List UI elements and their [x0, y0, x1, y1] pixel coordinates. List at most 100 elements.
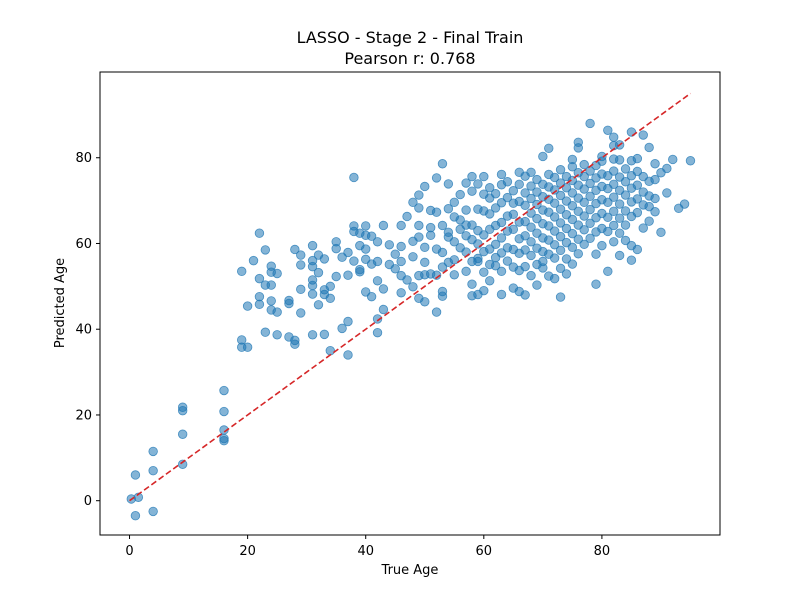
data-point	[549, 172, 560, 183]
data-point	[496, 233, 507, 243]
data-point	[555, 204, 566, 214]
data-point	[520, 245, 530, 255]
data-point	[349, 221, 359, 231]
data-point	[437, 159, 448, 169]
data-point	[414, 203, 424, 213]
data-point	[549, 240, 560, 250]
data-point	[544, 143, 554, 154]
data-point	[538, 151, 548, 162]
data-point	[455, 215, 465, 225]
data-point	[396, 256, 406, 267]
data-point	[378, 220, 389, 231]
data-point	[307, 330, 318, 340]
data-point	[307, 255, 318, 266]
data-point	[526, 181, 536, 191]
data-point	[325, 345, 335, 356]
data-point	[609, 192, 619, 202]
data-point	[396, 241, 406, 252]
data-point	[296, 250, 306, 260]
data-point	[520, 231, 530, 241]
data-point	[290, 244, 300, 255]
data-point	[520, 261, 530, 272]
data-point	[372, 256, 383, 267]
data-point	[644, 142, 654, 153]
data-point	[496, 289, 507, 300]
data-point	[425, 222, 436, 233]
data-point	[148, 506, 158, 517]
data-point	[591, 279, 601, 289]
data-point	[496, 248, 507, 258]
data-point	[467, 171, 477, 182]
data-point	[579, 225, 589, 235]
data-point	[437, 220, 448, 231]
data-point	[561, 254, 572, 264]
data-point	[402, 211, 412, 222]
y-tick-label: 20	[75, 408, 92, 423]
data-point	[414, 232, 424, 242]
data-point	[526, 222, 536, 232]
data-point	[549, 253, 560, 263]
data-point	[177, 459, 188, 469]
data-point	[585, 191, 595, 202]
data-point	[349, 256, 359, 266]
data-point	[508, 224, 519, 235]
data-point	[567, 228, 578, 239]
data-point	[597, 240, 607, 251]
data-point	[349, 172, 359, 183]
data-point	[526, 250, 536, 261]
data-point	[325, 293, 335, 304]
data-point	[567, 188, 578, 198]
data-point	[148, 446, 158, 457]
chart-title: LASSO - Stage 2 - Final Train	[297, 28, 524, 47]
data-point	[579, 197, 589, 208]
data-point	[384, 240, 395, 250]
y-tick-label: 80	[75, 151, 92, 166]
data-point	[361, 244, 371, 254]
data-point	[355, 264, 365, 275]
data-point	[319, 329, 330, 340]
data-point	[603, 266, 613, 277]
data-point	[502, 192, 513, 203]
data-point	[567, 201, 578, 211]
data-point	[679, 199, 690, 209]
data-point	[266, 280, 276, 290]
data-point	[496, 169, 507, 180]
data-point	[614, 250, 625, 261]
data-point	[490, 239, 501, 250]
data-point	[632, 207, 643, 218]
x-axis-label: True Age	[381, 563, 439, 578]
data-point	[620, 177, 631, 187]
data-point	[632, 180, 643, 190]
data-point	[219, 433, 229, 444]
y-tick-label: 0	[84, 494, 92, 509]
data-point	[555, 231, 566, 242]
data-point	[272, 330, 282, 340]
data-point	[549, 185, 560, 195]
data-point	[449, 270, 459, 280]
data-point	[372, 237, 383, 247]
data-point	[449, 197, 459, 208]
data-point	[620, 190, 631, 200]
data-point	[685, 156, 696, 166]
data-point	[242, 342, 253, 352]
data-point	[579, 239, 589, 250]
data-point	[585, 178, 595, 189]
data-point	[260, 327, 271, 337]
data-point	[414, 190, 424, 200]
data-point	[490, 203, 501, 213]
data-point	[414, 220, 424, 231]
data-point	[343, 316, 353, 327]
data-point	[532, 280, 542, 290]
data-point	[443, 227, 454, 238]
data-point	[479, 171, 489, 182]
data-point	[549, 198, 560, 208]
data-point	[420, 181, 430, 192]
data-point	[632, 244, 643, 255]
data-point	[614, 155, 625, 165]
data-point	[514, 179, 524, 190]
data-point	[479, 267, 489, 277]
data-point	[585, 218, 595, 229]
data-point	[467, 279, 477, 289]
data-point	[455, 189, 465, 200]
data-point	[272, 307, 282, 317]
